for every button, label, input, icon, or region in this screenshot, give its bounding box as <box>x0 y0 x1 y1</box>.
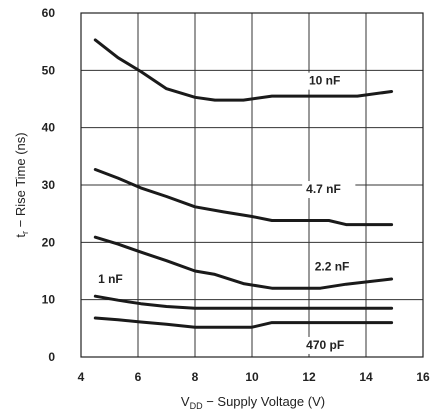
series-line <box>93 235 394 290</box>
x-axis-title-rest: − Supply Voltage (V) <box>203 394 326 409</box>
series-label: 2.2 nF <box>315 259 350 273</box>
y-axis-title-main: t <box>13 234 28 238</box>
series-label-background <box>310 258 364 276</box>
x-tick-label: 14 <box>359 370 373 384</box>
x-axis-title-main: V <box>181 394 190 409</box>
y-axis-title-subscript: r <box>20 231 30 234</box>
series-label: 470 pF <box>306 338 344 352</box>
x-axis-ticks: 4 6 8 10 12 14 16 <box>78 370 430 384</box>
x-tick-label: 16 <box>416 370 430 384</box>
series-label-background <box>305 72 351 90</box>
series-label: 1 nF <box>98 272 123 286</box>
series-label-background <box>94 271 133 289</box>
series-label: 4.7 nF <box>306 182 341 196</box>
y-tick-label: 0 <box>48 350 55 364</box>
series-line <box>93 294 394 310</box>
y-axis-title: tr − Rise Time (ns) <box>13 132 30 237</box>
y-tick-label: 20 <box>42 235 56 249</box>
series-line <box>93 38 394 102</box>
x-tick-label: 12 <box>302 370 316 384</box>
series-labels: 10 nF 4.7 nF 2.2 nF 1 nF 470 pF <box>94 72 364 354</box>
y-tick-label: 50 <box>42 63 56 77</box>
y-axis-ticks: 0 10 20 30 40 50 60 <box>42 6 56 364</box>
plot-frame <box>80 12 424 358</box>
x-tick-label: 6 <box>135 370 142 384</box>
x-axis-title: VDD − Supply Voltage (V) <box>181 394 325 411</box>
x-tick-label: 8 <box>192 370 199 384</box>
y-tick-label: 10 <box>42 293 56 307</box>
grid <box>81 13 423 357</box>
series-line <box>93 168 394 227</box>
y-tick-label: 60 <box>42 6 56 20</box>
series-line <box>93 316 394 329</box>
x-tick-label: 4 <box>78 370 85 384</box>
x-axis-title-subscript: DD <box>190 401 203 411</box>
y-axis-title-rest: − Rise Time (ns) <box>13 132 28 231</box>
series-label: 10 nF <box>309 74 340 88</box>
series-lines <box>93 38 394 329</box>
series-label-background <box>302 181 356 199</box>
y-tick-label: 30 <box>42 178 56 192</box>
x-tick-label: 10 <box>245 370 259 384</box>
series-label-background <box>302 336 356 354</box>
y-tick-label: 40 <box>42 121 56 135</box>
